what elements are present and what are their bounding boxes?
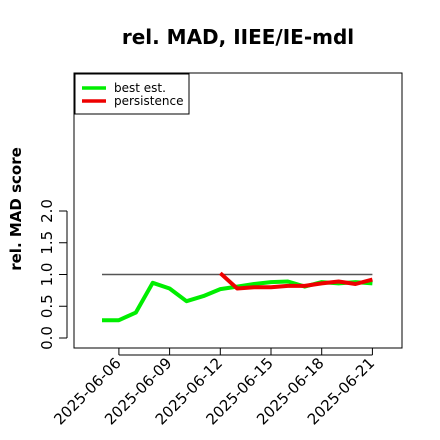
- chart-title: rel. MAD, IIEE/IE-mdl: [122, 25, 354, 49]
- legend-label-best-est: best est.: [114, 81, 166, 95]
- y-tick-label: 0.5: [38, 294, 56, 318]
- legend-box: [74, 73, 190, 115]
- y-tick-label: 1.0: [38, 263, 56, 287]
- series-layer: [101, 271, 373, 323]
- legend: best est. persistence: [74, 73, 190, 115]
- legend-label-persistence: persistence: [114, 94, 183, 108]
- y-axis: 0.0 0.5 1.0 1.5 2.0: [38, 199, 68, 350]
- plot-area-frame: [73, 72, 403, 349]
- y-tick-label: 2.0: [38, 199, 56, 223]
- y-tick-label: 0.0: [38, 326, 56, 350]
- y-tick-label: 1.5: [38, 231, 56, 255]
- series-line-persistence: [218, 271, 373, 291]
- y-axis-label: rel. MAD score: [7, 147, 25, 271]
- x-axis: 2025-06-062025-06-092025-06-122025-06-15…: [50, 348, 378, 428]
